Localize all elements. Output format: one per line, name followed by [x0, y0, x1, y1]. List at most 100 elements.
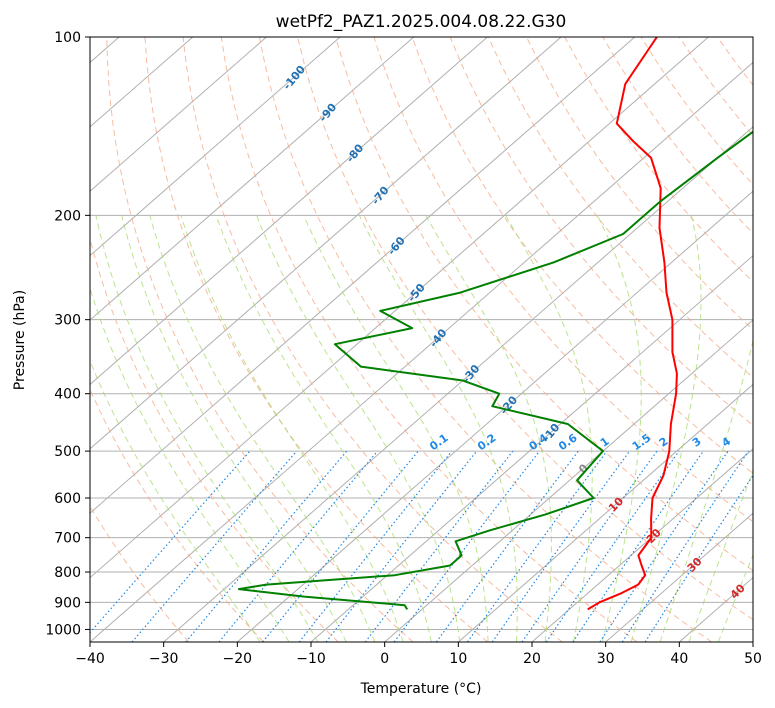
moist-adiabat-line — [149, 215, 376, 642]
temperature-profile-line — [587, 37, 678, 611]
moist-adiabats — [90, 215, 753, 642]
mixing-ratio-label: 0.2 — [475, 431, 498, 453]
dry-adiabat-line — [297, 37, 753, 621]
moist-adiabat-line — [717, 553, 753, 642]
moist-adiabat-line — [596, 215, 642, 642]
mixing-ratio-line — [393, 450, 540, 642]
profile-series — [237, 37, 753, 611]
mixing-ratio-line — [572, 450, 704, 642]
isotherm-line — [90, 61, 753, 642]
mixing-ratio-line — [131, 450, 298, 642]
dry-adiabat-label: -70 — [369, 184, 392, 208]
y-tick-label: 1000 — [45, 622, 81, 638]
y-tick-label: 600 — [54, 491, 81, 507]
dry-adiabats — [90, 37, 775, 642]
grid-layer — [90, 37, 753, 642]
moist-adiabat-line — [688, 469, 753, 642]
isotherm-line — [163, 126, 753, 642]
dry-adiabat-line — [487, 37, 753, 379]
isotherm-line — [90, 37, 562, 450]
moist-adiabat-line — [95, 215, 319, 642]
x-tick-label: 40 — [670, 651, 688, 667]
dry-adiabat-label: -80 — [344, 141, 367, 165]
x-tick-label: −10 — [296, 651, 326, 667]
mixing-ratio-line — [621, 450, 749, 642]
dry-adiabat-line — [373, 37, 753, 523]
mixing-ratio-label: 6 — [756, 435, 770, 450]
mixing-ratio-line — [467, 450, 608, 642]
moist-adiabat-line — [90, 359, 261, 642]
plot-area: 0.10.20.40.611.52346810131620253036-100-… — [90, 37, 775, 642]
dry-adiabat-line — [144, 37, 488, 642]
y-tick-label: 700 — [54, 531, 81, 547]
moist-adiabat-line — [303, 215, 489, 642]
x-tick-label: −20 — [223, 651, 253, 667]
dry-adiabat-line — [90, 505, 190, 642]
dry-adiabat-line — [756, 37, 775, 642]
mixing-ratio-label: 2 — [657, 435, 671, 450]
y-tick-label: 900 — [54, 595, 81, 611]
mixing-ratio-line — [644, 474, 753, 642]
isotherm-line — [90, 37, 267, 192]
dry-adiabat-line — [411, 37, 753, 474]
dry-adiabat-label: -20 — [497, 393, 520, 417]
mixing-ratio-line — [435, 450, 579, 642]
moist-adiabat-line — [90, 286, 290, 642]
dry-adiabat-line — [526, 37, 753, 331]
isotherm-line — [310, 254, 753, 642]
moist-adiabat-line — [121, 215, 347, 642]
moist-adiabat-line — [180, 215, 404, 642]
mixing-ratio-label: 0.6 — [556, 431, 580, 453]
x-tick-label: −30 — [149, 651, 179, 667]
isotherm-line — [605, 512, 753, 642]
isotherm-line — [90, 37, 709, 579]
x-tick-label: 10 — [449, 651, 467, 667]
moist-adiabat-line — [659, 338, 753, 642]
mixing-ratio-line — [262, 450, 419, 642]
mixing-ratio-line — [298, 450, 453, 642]
mixing-ratio-lines — [90, 450, 753, 642]
moist-adiabat-line — [215, 215, 432, 642]
isotherm-line — [531, 448, 753, 642]
mixing-ratio-line — [599, 450, 729, 642]
isotherm-line — [90, 37, 488, 386]
dry-adiabat-label: -90 — [317, 101, 340, 125]
mixing-ratio-line — [90, 450, 251, 634]
isotherm-line — [752, 641, 753, 642]
x-tick-label: 20 — [523, 651, 541, 667]
y-axis-title: Pressure (hPa) — [12, 290, 28, 390]
isotherm-line — [237, 190, 753, 642]
dry-adiabat-label: -60 — [385, 234, 408, 258]
dewpoint-profile-line — [237, 130, 753, 610]
mixing-ratio-label: 1.5 — [630, 431, 653, 453]
isotherm-line — [90, 37, 636, 514]
dry-adiabat-line — [640, 37, 753, 186]
dry-adiabat-line — [564, 37, 753, 283]
isotherm-line — [384, 319, 753, 642]
x-tick-label: 50 — [744, 651, 762, 667]
dry-adiabat-line — [602, 37, 753, 235]
mixing-ratio-line — [491, 450, 631, 642]
x-tick-label: 0 — [380, 651, 389, 667]
y-tick-label: 200 — [54, 208, 81, 224]
x-tick-label: −40 — [75, 651, 105, 667]
dry-adiabat-line — [449, 37, 753, 426]
moist-adiabat-line — [256, 215, 461, 642]
mixing-ratio-label: 3 — [690, 435, 704, 450]
mixing-ratio-label: 4 — [719, 435, 733, 450]
dry-adiabat-line — [90, 236, 339, 642]
chart-title: wetPf2_PAZ1.2025.004.08.22.G30 — [276, 12, 567, 32]
moist-adiabat-line — [425, 215, 552, 642]
mixing-ratio-line — [218, 450, 379, 642]
mixing-ratio-label: 0.1 — [427, 431, 450, 453]
isotherm-line — [90, 37, 415, 321]
y-tick-label: 800 — [54, 565, 81, 581]
dry-adiabat-label: -40 — [427, 326, 450, 350]
mixing-ratio-line — [545, 450, 680, 642]
dry-adiabat-line — [258, 37, 712, 642]
isotherm-line — [90, 37, 194, 128]
y-tick-label: 500 — [54, 444, 81, 460]
moist-adiabat-line — [630, 215, 702, 642]
